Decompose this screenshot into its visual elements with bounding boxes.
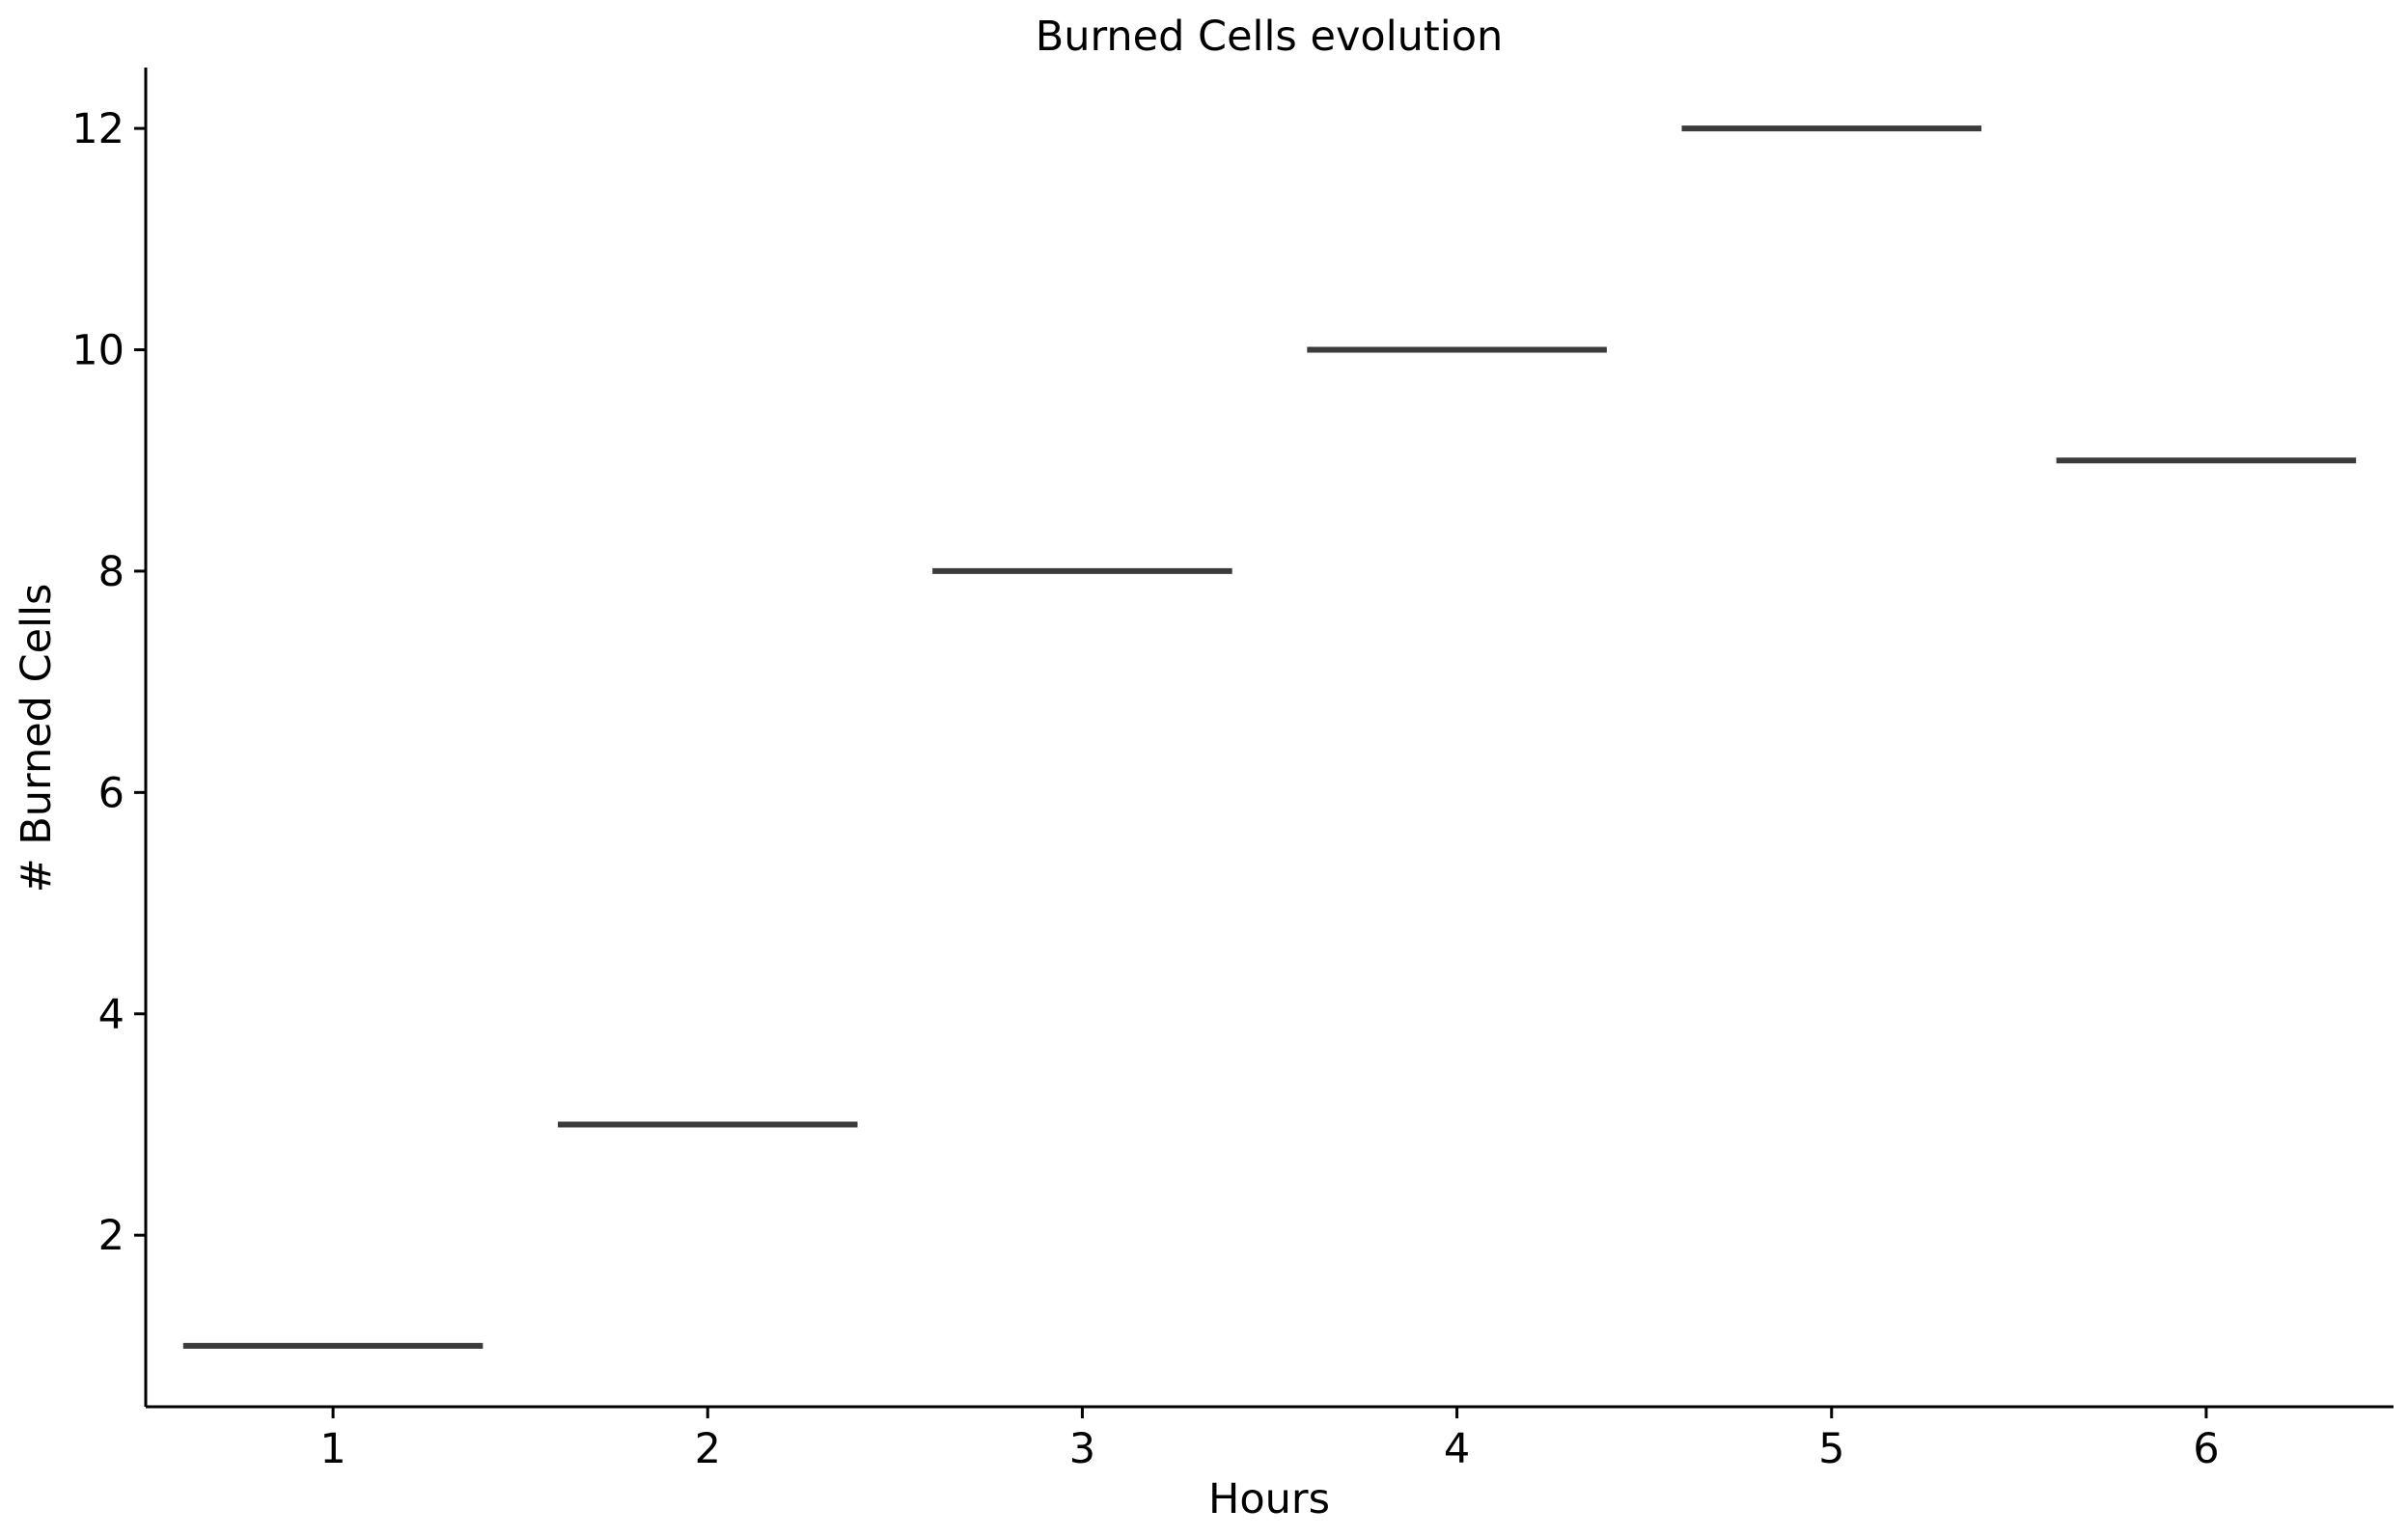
y-tick-label: 8 [98, 548, 125, 596]
y-axis-label: # Burned Cells [13, 584, 61, 893]
y-tick-label: 4 [98, 991, 125, 1039]
y-tick-label: 2 [98, 1212, 125, 1260]
x-axis-label: Hours [1208, 1475, 1330, 1523]
y-tick-label: 10 [71, 327, 125, 375]
chart-title: Burned Cells evolution [1036, 13, 1504, 61]
y-tick-label: 12 [71, 105, 125, 153]
y-tick-label: 6 [98, 769, 125, 817]
x-tick-label: 1 [319, 1425, 346, 1473]
x-tick-label: 2 [695, 1425, 721, 1473]
bar-marks [182, 125, 2357, 1349]
x-tick-label: 4 [1444, 1425, 1470, 1473]
x-tick-label: 3 [1069, 1425, 1095, 1473]
x-tick-label: 5 [1818, 1425, 1844, 1473]
x-tick-label: 6 [2193, 1425, 2219, 1473]
x-ticks: 1 2 3 4 5 6 [319, 1407, 2220, 1473]
y-ticks: 2 4 6 8 10 12 [71, 105, 146, 1260]
